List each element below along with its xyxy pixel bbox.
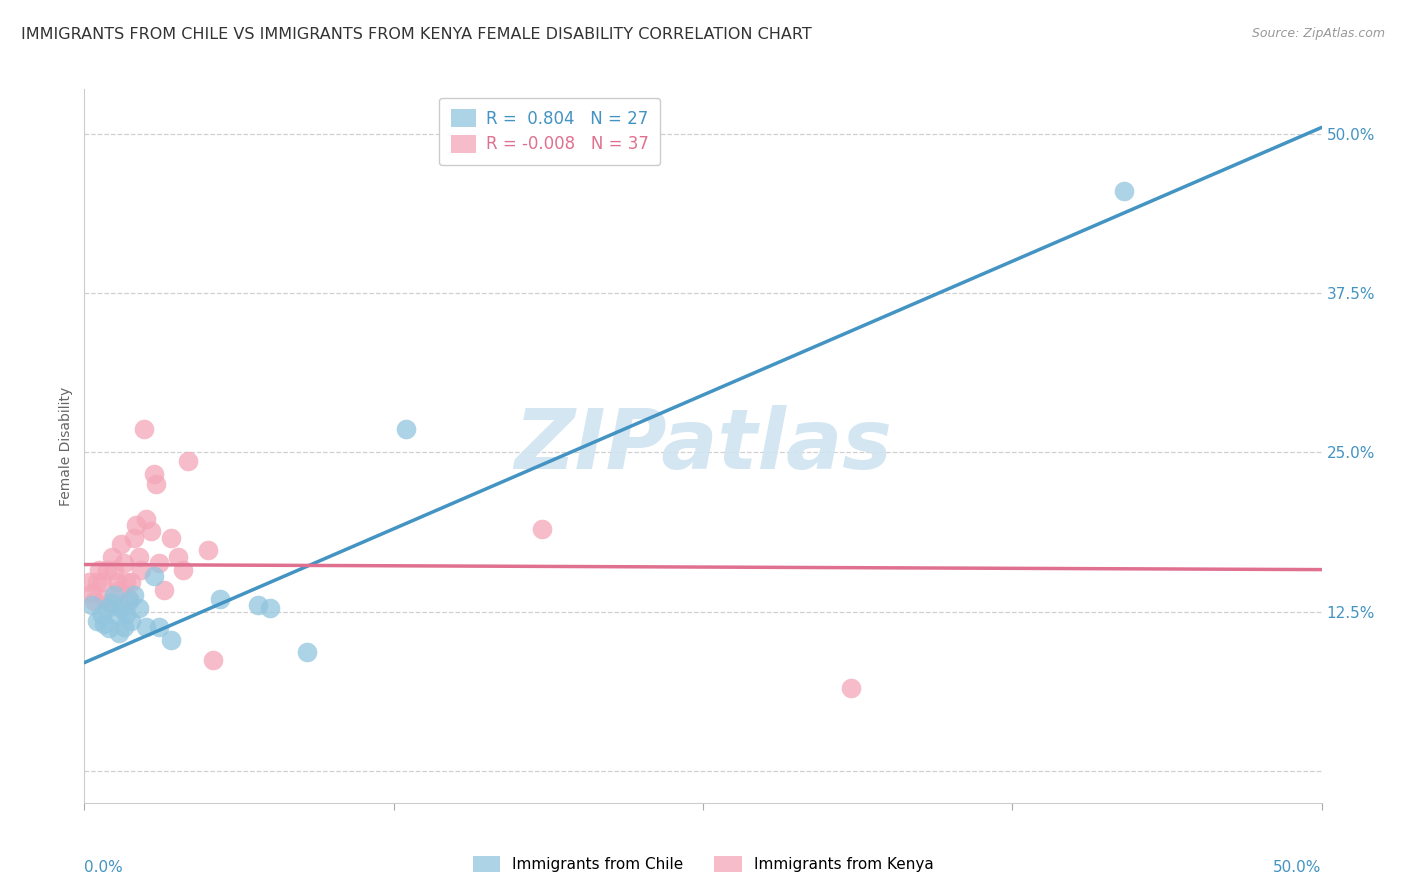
Legend: R =  0.804   N = 27, R = -0.008   N = 37: R = 0.804 N = 27, R = -0.008 N = 37	[439, 97, 661, 165]
Point	[148, 620, 170, 634]
Point	[112, 620, 135, 634]
Point	[118, 591, 141, 606]
Point	[395, 422, 418, 436]
Point	[160, 632, 183, 647]
Text: ZIPatlas: ZIPatlas	[515, 406, 891, 486]
Point	[86, 614, 108, 628]
Point	[89, 563, 111, 577]
Point	[128, 600, 150, 615]
Text: 50.0%: 50.0%	[1274, 860, 1322, 875]
Point	[90, 575, 112, 590]
Legend: Immigrants from Chile, Immigrants from Kenya: Immigrants from Chile, Immigrants from K…	[465, 848, 941, 880]
Point	[100, 596, 122, 610]
Point	[98, 596, 121, 610]
Point	[135, 511, 157, 525]
Point	[80, 585, 103, 599]
Point	[197, 543, 219, 558]
Point	[177, 454, 200, 468]
Point	[295, 645, 318, 659]
Point	[105, 575, 128, 590]
Point	[93, 591, 115, 606]
Point	[115, 575, 138, 590]
Point	[83, 594, 105, 608]
Point	[142, 569, 165, 583]
Point	[112, 556, 135, 570]
Point	[110, 537, 132, 551]
Point	[96, 600, 118, 615]
Point	[120, 614, 142, 628]
Point	[209, 591, 232, 606]
Point	[86, 575, 108, 590]
Point	[128, 549, 150, 564]
Point	[132, 422, 155, 436]
Point	[122, 588, 145, 602]
Point	[152, 582, 174, 597]
Text: IMMIGRANTS FROM CHILE VS IMMIGRANTS FROM KENYA FEMALE DISABILITY CORRELATION CHA: IMMIGRANTS FROM CHILE VS IMMIGRANTS FROM…	[21, 27, 811, 42]
Point	[118, 594, 141, 608]
Point	[246, 599, 269, 613]
Point	[122, 531, 145, 545]
Point	[110, 600, 132, 615]
Point	[103, 588, 125, 602]
Point	[103, 563, 125, 577]
Point	[100, 549, 122, 564]
Point	[125, 518, 148, 533]
Point	[129, 563, 152, 577]
Point	[80, 599, 103, 613]
Point	[531, 522, 554, 536]
Point	[841, 681, 863, 695]
Point	[108, 582, 131, 597]
Point	[1112, 184, 1135, 198]
Point	[160, 531, 183, 545]
Point	[172, 563, 194, 577]
Text: Source: ZipAtlas.com: Source: ZipAtlas.com	[1251, 27, 1385, 40]
Y-axis label: Female Disability: Female Disability	[59, 386, 73, 506]
Point	[98, 621, 121, 635]
Point	[108, 626, 131, 640]
Point	[79, 575, 101, 590]
Point	[141, 524, 163, 539]
Point	[120, 575, 142, 590]
Point	[148, 556, 170, 570]
Point	[105, 608, 128, 623]
Text: 0.0%: 0.0%	[84, 860, 124, 875]
Point	[202, 653, 225, 667]
Point	[259, 600, 281, 615]
Point	[167, 549, 190, 564]
Point	[93, 617, 115, 632]
Point	[115, 607, 138, 622]
Point	[96, 563, 118, 577]
Point	[142, 467, 165, 481]
Point	[90, 608, 112, 623]
Point	[145, 477, 167, 491]
Point	[135, 620, 157, 634]
